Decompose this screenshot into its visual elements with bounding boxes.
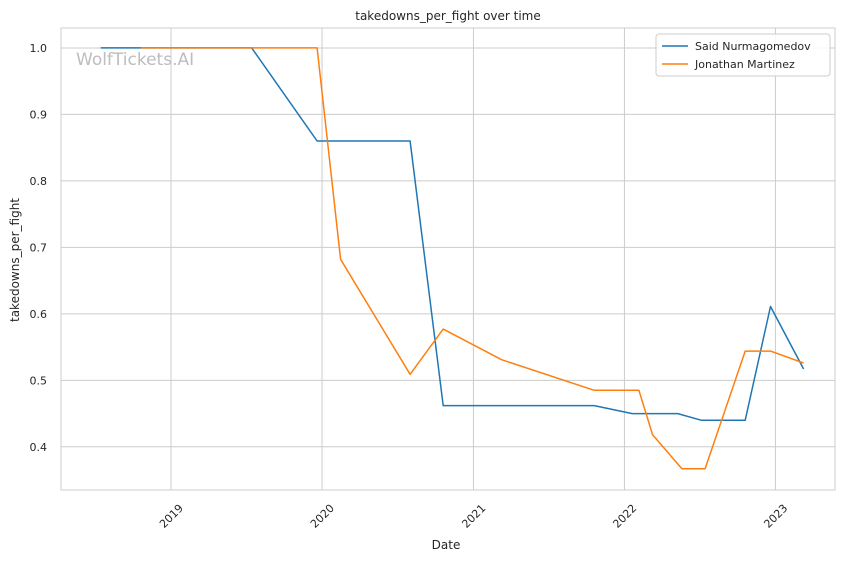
series-lines [100,47,805,470]
legend-label: Jonathan Martinez [694,58,795,71]
y-tick-label: 0.7 [30,241,48,254]
y-tick-label: 0.8 [30,175,48,188]
y-tick-label: 0.4 [30,441,48,454]
series-line-0 [100,47,805,421]
series-line-1 [140,47,804,470]
x-tick-label: 2019 [157,502,186,531]
y-tick-label: 0.9 [30,108,48,121]
x-tick-label: 2021 [459,502,488,531]
chart-title: takedowns_per_fight over time [355,9,541,23]
watermark-text: WolfTickets.AI [76,50,194,70]
x-tick-label: 2020 [308,502,337,531]
plot-area [60,27,836,491]
y-tick-label: 0.5 [30,374,48,387]
y-axis-ticks: 0.4 0.5 0.6 0.7 0.8 0.9 1.0 [30,42,48,454]
legend-box [655,33,831,77]
y-axis-label: takedowns_per_fight [8,198,22,322]
y-tick-label: 0.6 [30,308,48,321]
x-axis-ticks: 2019 2020 2021 2022 2023 [157,502,790,531]
y-tick-label: 1.0 [30,42,48,55]
x-axis-label: Date [432,538,461,552]
x-tick-label: 2023 [761,502,790,531]
legend: Said Nurmagomedov Jonathan Martinez [655,33,831,77]
x-tick-label: 2022 [610,502,639,531]
legend-label: Said Nurmagomedov [695,40,811,53]
